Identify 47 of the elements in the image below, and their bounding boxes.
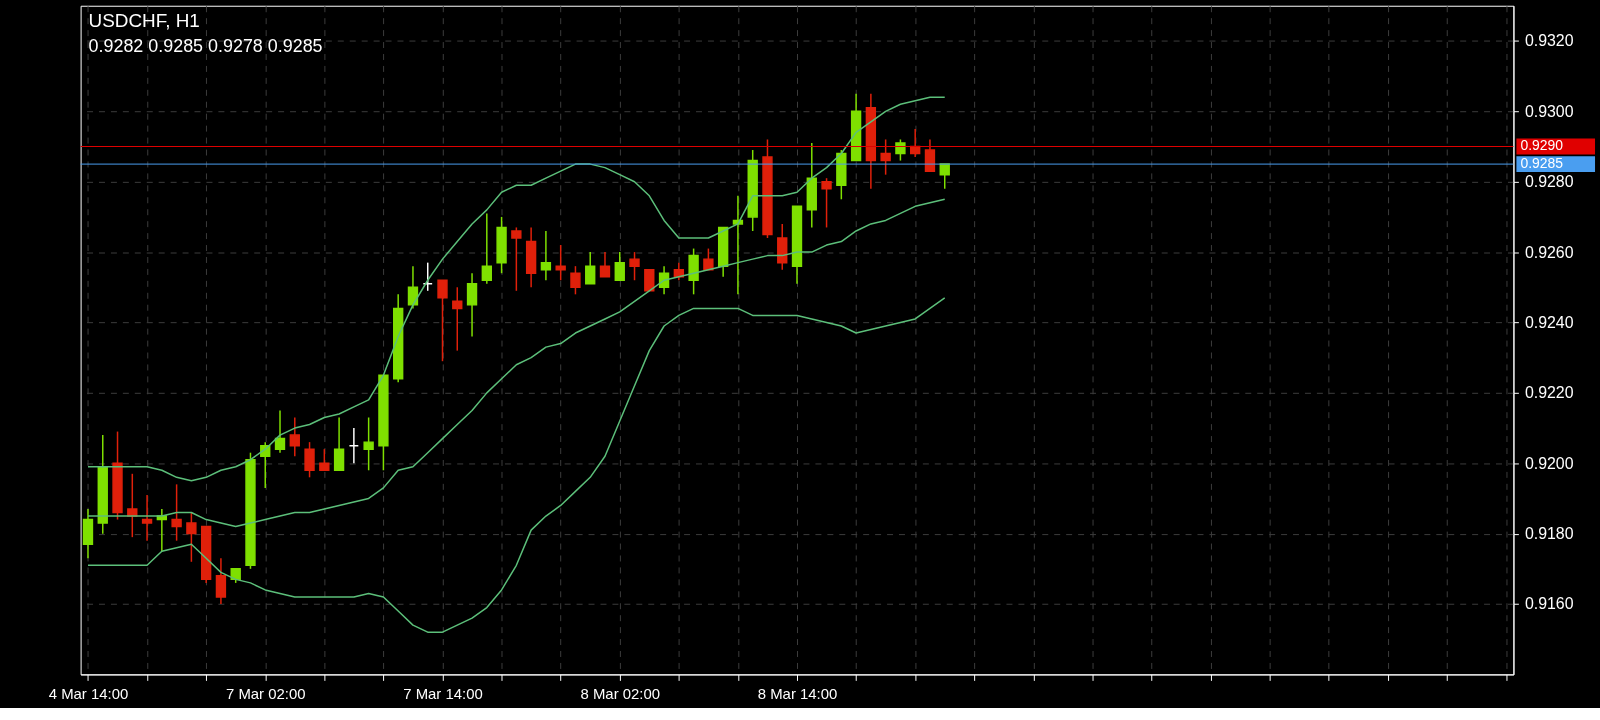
candlestick [186, 511, 197, 563]
y-tick-label: 0.9260 [1524, 243, 1574, 261]
candlestick [629, 251, 640, 281]
y-tick-label: 0.9160 [1524, 595, 1574, 613]
candlestick [614, 251, 625, 281]
candlestick [319, 448, 330, 472]
x-tick-label: 8 Mar 02:00 [580, 684, 661, 702]
candlestick [333, 416, 345, 472]
candlestick [289, 416, 300, 457]
chart-title: USDCHF, H1 [88, 9, 200, 31]
candlestick [452, 286, 463, 352]
candlestick [274, 409, 286, 454]
x-tick-label: 7 Mar 02:00 [225, 684, 306, 702]
y-tick-label: 0.9280 [1524, 173, 1574, 191]
candlestick [599, 251, 611, 278]
candlestick [570, 265, 581, 296]
ref-line-label: 0.9290 [1520, 137, 1564, 154]
candlestick [880, 138, 891, 176]
candlestick [363, 416, 374, 472]
candlestick [895, 138, 906, 162]
y-tick-label: 0.9320 [1524, 32, 1574, 50]
line-series [87, 297, 946, 633]
candlestick [304, 441, 315, 479]
line-series [87, 96, 946, 482]
x-tick-label: 7 Mar 14:00 [403, 684, 483, 702]
candlestick [437, 279, 448, 362]
candlestick [585, 251, 596, 285]
candlestick [555, 244, 566, 281]
candlestick [141, 494, 153, 542]
x-tick-label: 8 Mar 14:00 [757, 684, 838, 702]
y-tick-label: 0.9180 [1524, 525, 1574, 543]
y-tick-label: 0.9220 [1524, 384, 1574, 402]
candlestick [466, 272, 478, 338]
y-tick-label: 0.9300 [1524, 102, 1574, 120]
y-tick-label: 0.9240 [1524, 313, 1574, 331]
candlestick [924, 138, 936, 172]
candlestick [171, 483, 182, 542]
candlestick [215, 557, 227, 605]
candlestick [481, 212, 492, 285]
candlestick [540, 230, 552, 281]
ref-line-label: 0.9285 [1520, 155, 1564, 172]
x-tick-label: 4 Mar 14:00 [48, 684, 129, 702]
candlestick [511, 226, 522, 292]
candlestick [821, 177, 832, 229]
y-tick-label: 0.9200 [1524, 454, 1574, 472]
candlestick [658, 265, 670, 296]
text: 0.9282 0.9285 0.9278 0.9285 [88, 35, 323, 56]
